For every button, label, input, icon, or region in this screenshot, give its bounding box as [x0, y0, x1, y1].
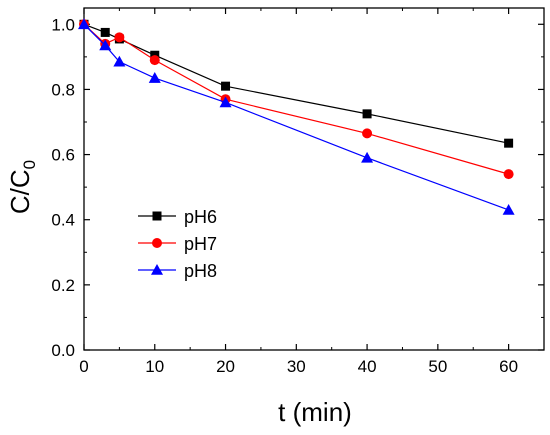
legend-marker-ph7 — [152, 238, 162, 248]
series-line-ph6 — [83, 23, 509, 144]
x-axis-title: t (min) — [278, 397, 352, 427]
data-point-ph8 — [219, 96, 232, 108]
x-tick-label: 40 — [358, 357, 377, 376]
y-tick-label: 0.4 — [51, 211, 75, 230]
data-point-ph6 — [504, 138, 514, 148]
y-tick-label: 1.0 — [51, 15, 75, 34]
data-point-ph8 — [113, 55, 126, 67]
data-point-ph6 — [221, 81, 231, 91]
data-point-ph6 — [362, 109, 372, 119]
data-point-ph8 — [148, 72, 161, 83]
legend-marker-ph6 — [152, 211, 162, 221]
y-axis-title-main: C/C — [5, 169, 35, 214]
x-tick-label: 20 — [216, 357, 235, 376]
data-point-ph7 — [149, 55, 160, 66]
data-point-ph8 — [99, 39, 112, 51]
y-axis-title: C/C0 — [5, 160, 39, 214]
data-point-ph8 — [361, 151, 374, 163]
y-axis-title-subscript: 0 — [20, 160, 39, 169]
legend: pH6 pH7 pH8 — [138, 207, 217, 281]
data-point-ph6 — [100, 27, 110, 37]
x-tick-label: 60 — [499, 357, 518, 376]
legend-marker-ph8 — [151, 264, 163, 275]
x-tick-label: 0 — [79, 357, 88, 376]
axis-ticks: 0 10 20 30 40 50 60 0.0 0.2 0.4 0.6 0.8 1.0 — [51, 8, 544, 376]
plot-frame — [83, 7, 545, 351]
y-tick-label: 0.2 — [51, 276, 75, 295]
series-ph7 — [79, 19, 514, 180]
legend-label-ph6: pH6 — [184, 207, 217, 227]
legend-item-ph7: pH7 — [138, 234, 217, 254]
y-tick-label: 0.8 — [51, 80, 75, 99]
legend-label-ph8: pH8 — [184, 261, 217, 281]
legend-item-ph6: pH6 — [138, 207, 217, 227]
plot-border — [83, 7, 545, 351]
series-ph8 — [78, 18, 515, 215]
data-point-ph7 — [362, 128, 373, 139]
series-group — [78, 18, 515, 215]
data-point-ph8 — [502, 203, 515, 215]
data-point-ph7 — [114, 32, 125, 43]
x-tick-label: 50 — [428, 357, 447, 376]
y-tick-label: 0.0 — [51, 341, 75, 360]
series-ph6 — [79, 19, 514, 148]
x-tick-label: 10 — [145, 357, 164, 376]
series-line-ph7 — [83, 23, 509, 175]
x-tick-label: 30 — [287, 357, 306, 376]
data-point-ph7 — [503, 169, 514, 180]
y-tick-label: 0.6 — [51, 146, 75, 165]
legend-label-ph7: pH7 — [184, 234, 217, 254]
legend-item-ph8: pH8 — [138, 261, 217, 281]
data-point-ph8 — [78, 18, 90, 30]
